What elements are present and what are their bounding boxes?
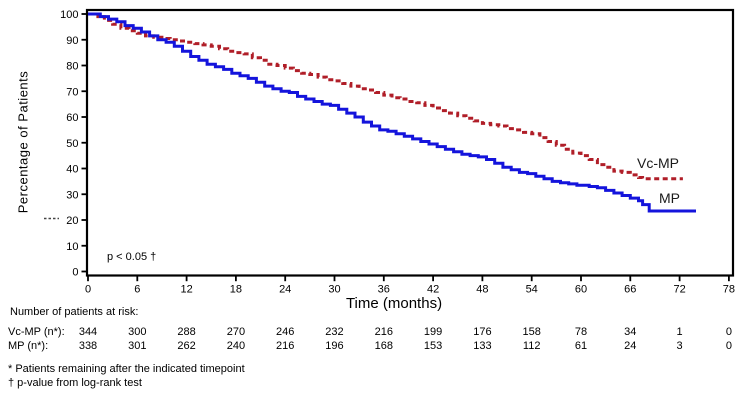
y-tick-label: 30 — [66, 189, 78, 201]
risk-count: 0 — [725, 326, 732, 338]
x-tick-label: 24 — [279, 284, 291, 296]
y-tick-label: 90 — [66, 35, 78, 47]
risk-count: 3 — [676, 340, 683, 352]
risk-count: 158 — [522, 326, 541, 338]
risk-count: 270 — [226, 326, 246, 338]
risk-count: 1 — [676, 326, 683, 338]
risk-count: 112 — [522, 340, 541, 352]
risk-count: 199 — [423, 326, 443, 338]
risk-count: 262 — [177, 340, 196, 352]
x-tick-label: 54 — [526, 284, 538, 296]
mp-series-label: MP — [659, 190, 680, 206]
x-tick-label: 78 — [723, 284, 735, 296]
risk-table-title: Number of patients at risk: — [10, 306, 139, 318]
risk-count: 216 — [374, 326, 393, 338]
risk-row-label: Vc-MP (n*): — [8, 326, 65, 338]
y-tick-label: 20 — [66, 215, 78, 227]
risk-count: 196 — [325, 340, 344, 352]
y-tick-label: 100 — [60, 9, 78, 21]
risk-count: 344 — [78, 326, 98, 338]
vc-mp-curve — [88, 12, 683, 181]
risk-count: 232 — [325, 326, 344, 338]
risk-count: 338 — [78, 340, 98, 352]
p-value-annotation: p < 0.05 † — [107, 251, 157, 263]
y-tick-label: 50 — [66, 138, 78, 150]
risk-count: 61 — [574, 340, 588, 352]
risk-count: 288 — [177, 326, 196, 338]
footnote-patients-remaining: * Patients remaining after the indicated… — [8, 363, 245, 375]
vcmp-series-label: Vc-MP — [637, 155, 679, 171]
y-tick-label: 80 — [66, 61, 78, 73]
y-tick-label: 0 — [72, 267, 78, 279]
x-tick-label: 72 — [673, 284, 685, 296]
x-tick-label: 48 — [476, 284, 488, 296]
risk-count: 176 — [473, 326, 492, 338]
x-axis-title: Time (months) — [345, 295, 443, 312]
y-tick-label: 10 — [66, 241, 78, 253]
risk-count: 216 — [276, 340, 295, 352]
x-tick-label: 18 — [230, 284, 242, 296]
y-tick-label: 40 — [66, 164, 78, 176]
risk-count: 246 — [276, 326, 295, 338]
x-tick-label: 30 — [328, 284, 340, 296]
x-tick-label: 6 — [134, 284, 140, 296]
risk-count: 153 — [423, 340, 443, 352]
risk-count: 300 — [128, 326, 147, 338]
footnote-pvalue: † p-value from log-rank test — [8, 377, 142, 389]
x-tick-label: 42 — [427, 284, 439, 296]
x-tick-label: 60 — [575, 284, 587, 296]
x-tick-label: 66 — [624, 284, 636, 296]
x-tick-label: 36 — [378, 284, 390, 296]
risk-count: 301 — [128, 340, 147, 352]
x-tick-label: 0 — [85, 284, 91, 296]
mp-curve — [88, 12, 696, 213]
y-axis-title: Percentage of Patients — [15, 70, 31, 214]
risk-count: 34 — [624, 326, 637, 338]
risk-count: 168 — [374, 340, 393, 352]
y-tick-label: 70 — [66, 86, 78, 98]
x-tick-label: 12 — [180, 284, 192, 296]
y-tick-label: 60 — [66, 112, 78, 124]
risk-count: 24 — [624, 340, 637, 352]
risk-count: 240 — [226, 340, 246, 352]
risk-row-label: MP (n*): — [8, 340, 49, 352]
risk-count: 78 — [574, 326, 588, 338]
risk-count: 133 — [473, 340, 492, 352]
risk-count: 0 — [725, 340, 732, 352]
